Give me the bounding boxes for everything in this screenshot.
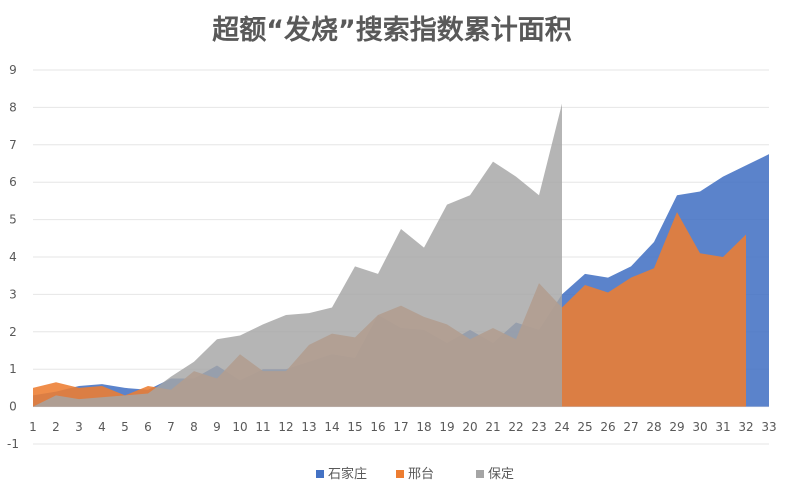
x-tick-label: 15 bbox=[347, 420, 362, 434]
x-tick-label: 16 bbox=[370, 420, 385, 434]
x-tick-label: 19 bbox=[439, 420, 454, 434]
legend-swatch bbox=[316, 470, 324, 478]
x-tick-label: 29 bbox=[669, 420, 684, 434]
x-tick-label: 23 bbox=[531, 420, 546, 434]
x-tick-label: 11 bbox=[255, 420, 270, 434]
x-tick-label: 27 bbox=[623, 420, 638, 434]
y-tick-label: 2 bbox=[9, 325, 17, 339]
y-axis-ticks: -1 0 1 2 3 4 5 6 7 8 9 bbox=[7, 63, 19, 451]
y-tick-label: 3 bbox=[9, 287, 17, 301]
legend-label: 邢台 bbox=[408, 467, 434, 482]
x-tick-label: 24 bbox=[554, 420, 569, 434]
x-tick-label: 28 bbox=[646, 420, 661, 434]
x-tick-label: 30 bbox=[692, 420, 707, 434]
x-tick-label: 31 bbox=[715, 420, 730, 434]
y-tick-label: 6 bbox=[9, 175, 17, 189]
x-tick-label: 32 bbox=[738, 420, 753, 434]
x-tick-label: 33 bbox=[761, 420, 776, 434]
x-tick-label: 8 bbox=[190, 420, 198, 434]
x-tick-label: 3 bbox=[75, 420, 83, 434]
y-tick-label: 9 bbox=[9, 63, 17, 77]
x-tick-label: 1 bbox=[29, 420, 37, 434]
plot-area bbox=[33, 103, 769, 407]
y-tick-label: 4 bbox=[9, 250, 17, 264]
y-tick-label: 8 bbox=[9, 100, 17, 114]
legend: 石家庄 邢台 保定 bbox=[316, 466, 514, 482]
y-tick-label: 1 bbox=[9, 362, 17, 376]
y-tick-label: 5 bbox=[9, 213, 17, 227]
x-tick-label: 26 bbox=[600, 420, 615, 434]
x-tick-label: 14 bbox=[324, 420, 339, 434]
x-tick-label: 21 bbox=[485, 420, 500, 434]
x-tick-label: 12 bbox=[278, 420, 293, 434]
x-tick-label: 9 bbox=[213, 420, 221, 434]
legend-swatch bbox=[476, 470, 484, 478]
x-tick-label: 6 bbox=[144, 420, 152, 434]
legend-label: 保定 bbox=[488, 467, 514, 482]
x-tick-label: 20 bbox=[462, 420, 477, 434]
legend-label: 石家庄 bbox=[328, 466, 367, 482]
legend-swatch bbox=[396, 470, 404, 478]
x-tick-label: 17 bbox=[393, 420, 408, 434]
x-tick-label: 10 bbox=[232, 420, 247, 434]
y-tick-label: -1 bbox=[7, 437, 19, 451]
x-tick-label: 13 bbox=[301, 420, 316, 434]
x-tick-label: 25 bbox=[577, 420, 592, 434]
x-tick-label: 4 bbox=[98, 420, 106, 434]
y-tick-label: 0 bbox=[9, 400, 17, 414]
x-tick-label: 7 bbox=[167, 420, 175, 434]
x-tick-label: 2 bbox=[52, 420, 60, 434]
chart-title: 超额“发烧”搜索指数累计面积 bbox=[212, 14, 572, 46]
x-tick-label: 22 bbox=[508, 420, 523, 434]
x-tick-label: 18 bbox=[416, 420, 431, 434]
y-tick-label: 7 bbox=[9, 138, 17, 152]
x-axis-ticks: 1 2 3 4 5 6 7 8 9 10 11 12 13 14 15 16 17 18 19 20 21 22 23 24 2… bbox=[29, 420, 776, 434]
x-tick-label: 5 bbox=[121, 420, 129, 434]
area-series-3 bbox=[33, 103, 562, 407]
area-series-2 bbox=[33, 212, 746, 407]
